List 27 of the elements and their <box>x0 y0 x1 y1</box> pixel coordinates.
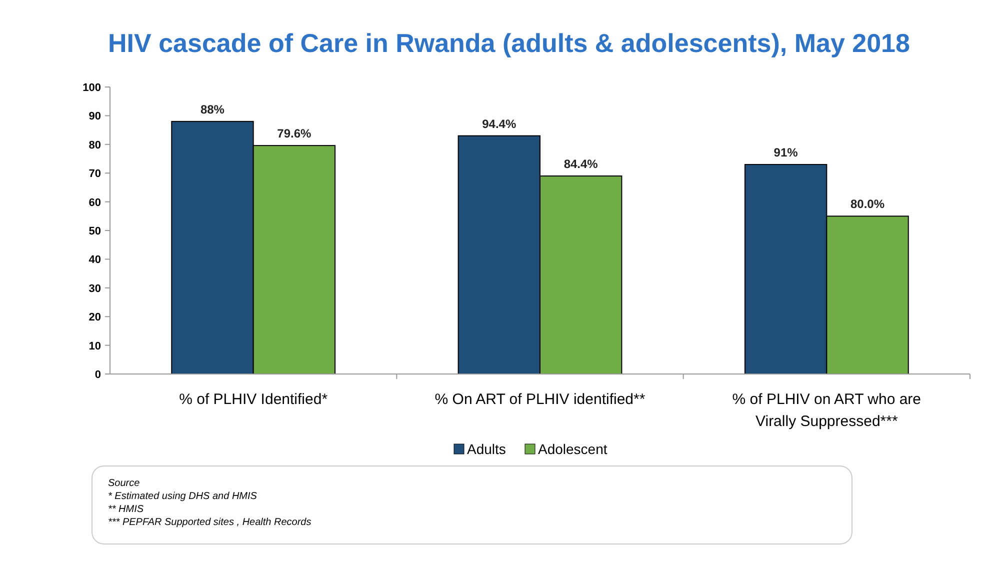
y-tick-label: 60 <box>88 196 101 209</box>
y-tick-label: 0 <box>94 369 101 381</box>
y-tick-label: 80 <box>88 139 101 152</box>
legend-label: Adolescent <box>538 441 608 457</box>
x-tick-label: % On ART of PLHIV identified** <box>434 391 646 408</box>
y-tick-label: 30 <box>88 282 101 295</box>
annotation: 79.6% <box>277 126 312 141</box>
annotation: 80.0% <box>850 197 885 212</box>
annotation: 88% <box>200 102 225 116</box>
y-tick-label: 50 <box>88 226 101 238</box>
annotation: 84.4% <box>564 156 598 171</box>
y-tick-label: 20 <box>88 312 101 324</box>
y-tick-label: 70 <box>88 168 101 180</box>
y-tick-label: 90 <box>88 110 101 123</box>
annotation: 91% <box>774 145 798 160</box>
text: Source <box>108 478 140 489</box>
y-tick-label: 100 <box>82 82 101 94</box>
text: *** PEPFAR Supported sites , Health Records <box>108 517 312 528</box>
legend-label: Adults <box>467 441 506 457</box>
chart-title: HIV cascade of Care in Rwanda (adults & adolescents), May 2018 <box>108 28 910 58</box>
x-tick-label: % of PLHIV Identified* <box>179 391 328 408</box>
text: ** HMIS <box>108 504 144 515</box>
annotation: 94.4% <box>482 116 516 131</box>
y-tick-label: 10 <box>88 340 101 352</box>
x-tick-label: % of PLHIV on ART who are Virally Suppressed*** <box>732 391 922 430</box>
text: * Estimated using DHS and HMIS <box>108 491 258 502</box>
y-tick-label: 40 <box>88 254 101 266</box>
